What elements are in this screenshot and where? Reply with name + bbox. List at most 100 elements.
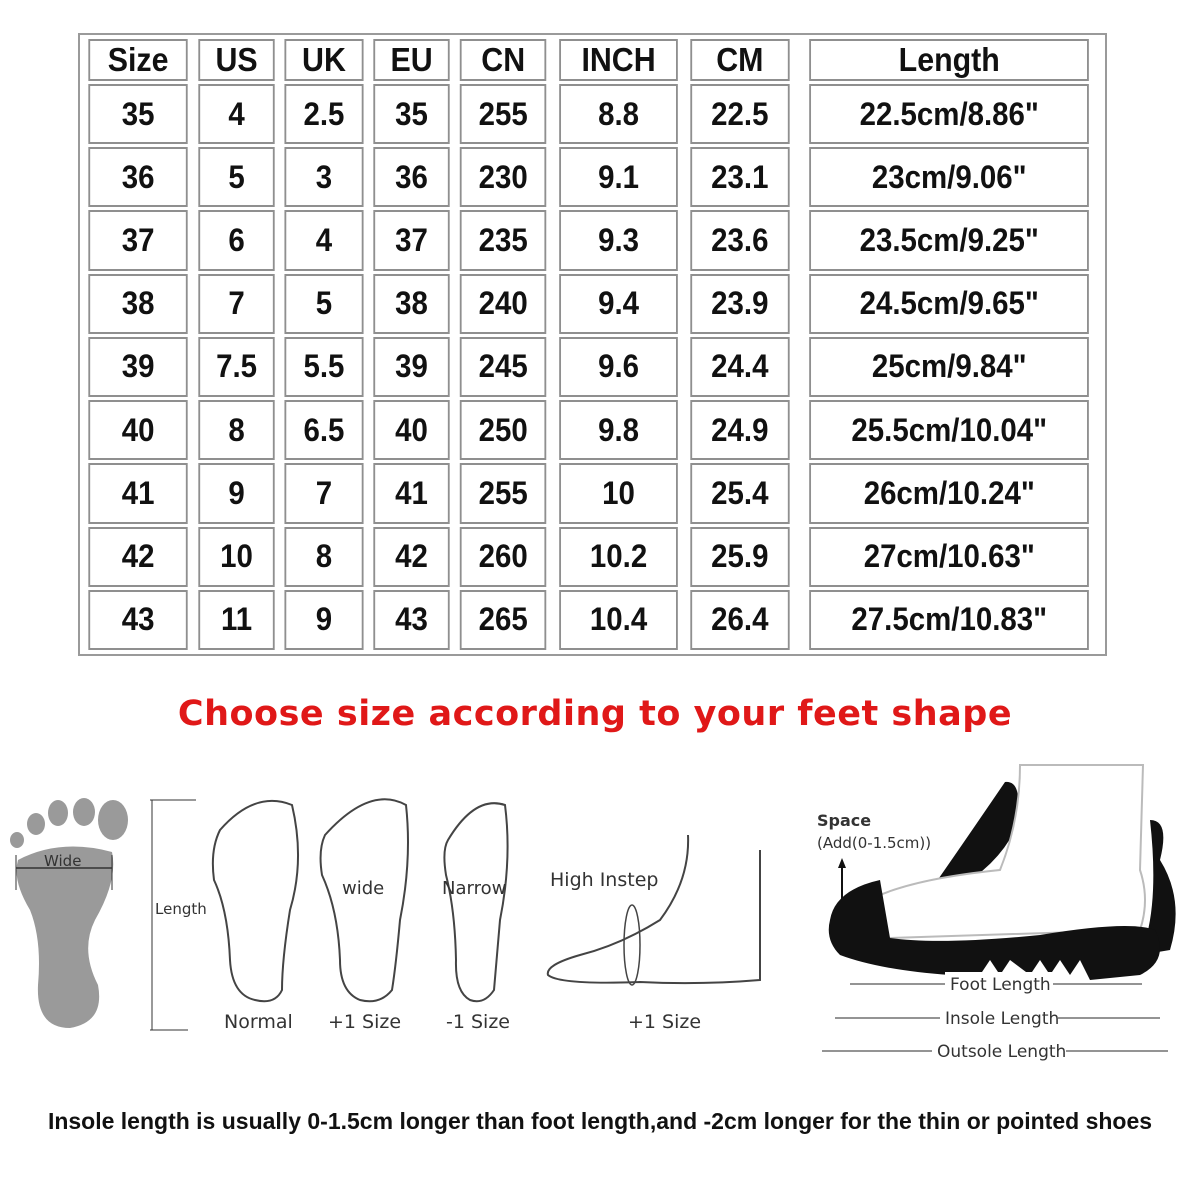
table-row: 39 7.5 5.5 39 245 9.6 24.4 25cm/9.84" bbox=[84, 336, 1101, 398]
table-cell: 10.4 bbox=[558, 589, 678, 650]
table-cell: 6.5 bbox=[284, 400, 364, 461]
table-cell: 36 bbox=[88, 147, 188, 208]
table-cell: 235 bbox=[460, 210, 547, 271]
foot-length-label: Foot Length bbox=[950, 975, 1051, 995]
space-label: Space bbox=[817, 811, 871, 830]
table-cell: 9.1 bbox=[558, 147, 678, 208]
space-add-label: (Add(0-1.5cm)) bbox=[817, 834, 931, 852]
table-cell: 23.1 bbox=[690, 147, 790, 208]
table-cell: 245 bbox=[460, 336, 547, 398]
table-cell: 9.8 bbox=[558, 400, 678, 461]
column-header: UK bbox=[284, 39, 364, 81]
table-cell: 9.4 bbox=[558, 273, 678, 334]
table-cell: 6 bbox=[198, 210, 275, 271]
table-cell: 22.5 bbox=[690, 84, 790, 145]
table-cell: 40 bbox=[373, 400, 451, 461]
column-header: Length bbox=[808, 39, 1089, 81]
table-cell: 7 bbox=[284, 463, 364, 524]
high-instep-size-label: +1 Size bbox=[628, 1011, 701, 1033]
table-cell: 255 bbox=[460, 84, 547, 145]
table-cell: 24.5cm/9.65" bbox=[808, 273, 1089, 334]
table-cell: 2.5 bbox=[284, 84, 364, 145]
table-cell: 230 bbox=[460, 147, 547, 208]
table-cell: 9.6 bbox=[558, 336, 678, 398]
table-cell: 43 bbox=[373, 589, 451, 650]
table-cell: 27.5cm/10.83" bbox=[808, 589, 1089, 650]
normal-foot-icon bbox=[211, 799, 300, 1003]
size-chart-table: Size US UK EU CN INCH CM Length 35 4 2.5 35 255 8.8 2… bbox=[78, 33, 1107, 656]
normal-label: Normal bbox=[224, 1011, 293, 1033]
table-cell: 35 bbox=[373, 84, 451, 145]
table-row: 40 8 6.5 40 250 9.8 24.9 25.5cm/10.04" bbox=[84, 400, 1101, 461]
table-cell: 39 bbox=[88, 336, 188, 398]
table-cell: 5.5 bbox=[284, 336, 364, 398]
table-cell: 25cm/9.84" bbox=[808, 336, 1089, 398]
table-cell: 4 bbox=[284, 210, 364, 271]
table-cell: 7 bbox=[198, 273, 275, 334]
table-cell: 5 bbox=[198, 147, 275, 208]
table-cell: 4 bbox=[198, 84, 275, 145]
table-row: 38 7 5 38 240 9.4 23.9 24.5cm/9.65" bbox=[84, 273, 1101, 334]
table-cell: 43 bbox=[88, 589, 188, 650]
column-header: US bbox=[198, 39, 275, 81]
table-cell: 27cm/10.63" bbox=[808, 526, 1089, 587]
table-cell: 23.5cm/9.25" bbox=[808, 210, 1089, 271]
table-cell: 37 bbox=[88, 210, 188, 271]
table-cell: 39 bbox=[373, 336, 451, 398]
table-row: 35 4 2.5 35 255 8.8 22.5 22.5cm/8.86" bbox=[84, 84, 1101, 145]
plus-one-size-label: +1 Size bbox=[328, 1011, 401, 1033]
table-row: 41 9 7 41 255 10 25.4 26cm/10.24" bbox=[84, 463, 1101, 524]
table-cell: 37 bbox=[373, 210, 451, 271]
narrow-label: Narrow bbox=[442, 878, 506, 899]
table-cell: 24.4 bbox=[690, 336, 790, 398]
column-header: INCH bbox=[558, 39, 678, 81]
table-cell: 41 bbox=[373, 463, 451, 524]
table-cell: 8.8 bbox=[558, 84, 678, 145]
table-cell: 26cm/10.24" bbox=[808, 463, 1089, 524]
table-cell: 3 bbox=[284, 147, 364, 208]
table-row: 36 5 3 36 230 9.1 23.1 23cm/9.06" bbox=[84, 147, 1101, 208]
table-cell: 36 bbox=[373, 147, 451, 208]
table-cell: 7.5 bbox=[198, 336, 275, 398]
table-row: 43 11 9 43 265 10.4 26.4 27.5cm/10.83" bbox=[84, 589, 1101, 650]
high-instep-label: High Instep bbox=[550, 869, 658, 891]
table-cell: 42 bbox=[373, 526, 451, 587]
footer-note: Insole length is usually 0-1.5cm longer … bbox=[47, 1108, 1153, 1134]
table-row: 37 6 4 37 235 9.3 23.6 23.5cm/9.25" bbox=[84, 210, 1101, 271]
footprint-icon bbox=[10, 798, 128, 1028]
column-header: Size bbox=[88, 39, 188, 81]
table-cell: 22.5cm/8.86" bbox=[808, 84, 1089, 145]
table-cell: 10 bbox=[558, 463, 678, 524]
insole-length-label: Insole Length bbox=[945, 1009, 1059, 1029]
narrow-foot-icon bbox=[443, 802, 509, 1003]
high-instep-foot-icon bbox=[546, 834, 761, 985]
table-cell: 42 bbox=[88, 526, 188, 587]
table-cell: 10 bbox=[198, 526, 275, 587]
table-cell: 40 bbox=[88, 400, 188, 461]
table-cell: 9.3 bbox=[558, 210, 678, 271]
table-cell: 25.5cm/10.04" bbox=[808, 400, 1089, 461]
table-cell: 35 bbox=[88, 84, 188, 145]
table-cell: 255 bbox=[460, 463, 547, 524]
table-cell: 25.9 bbox=[690, 526, 790, 587]
minus-one-size-label: -1 Size bbox=[446, 1011, 510, 1033]
table-row: 42 10 8 42 260 10.2 25.9 27cm/10.63" bbox=[84, 526, 1101, 587]
table-cell: 8 bbox=[284, 526, 364, 587]
wide-label: Wide bbox=[44, 852, 81, 870]
wide-foot-icon bbox=[319, 798, 409, 1003]
outsole-length-label: Outsole Length bbox=[937, 1042, 1066, 1062]
length-label: Length bbox=[155, 900, 207, 918]
table-cell: 9 bbox=[198, 463, 275, 524]
column-header: EU bbox=[373, 39, 451, 81]
table-cell: 260 bbox=[460, 526, 547, 587]
table-cell: 9 bbox=[284, 589, 364, 650]
table-cell: 41 bbox=[88, 463, 188, 524]
headline: Choose size according to your feet shape bbox=[177, 694, 1013, 734]
table-cell: 25.4 bbox=[690, 463, 790, 524]
shoe-diagram-icon bbox=[828, 764, 1176, 980]
foot-shape-illustrations: Wide Length Normal wide +1 Size Narrow -… bbox=[10, 764, 1176, 1063]
table-header-row: Size US UK EU CN INCH CM Length bbox=[84, 39, 1101, 81]
column-header: CM bbox=[690, 39, 790, 81]
table-cell: 10.2 bbox=[558, 526, 678, 587]
column-header: CN bbox=[460, 39, 547, 81]
